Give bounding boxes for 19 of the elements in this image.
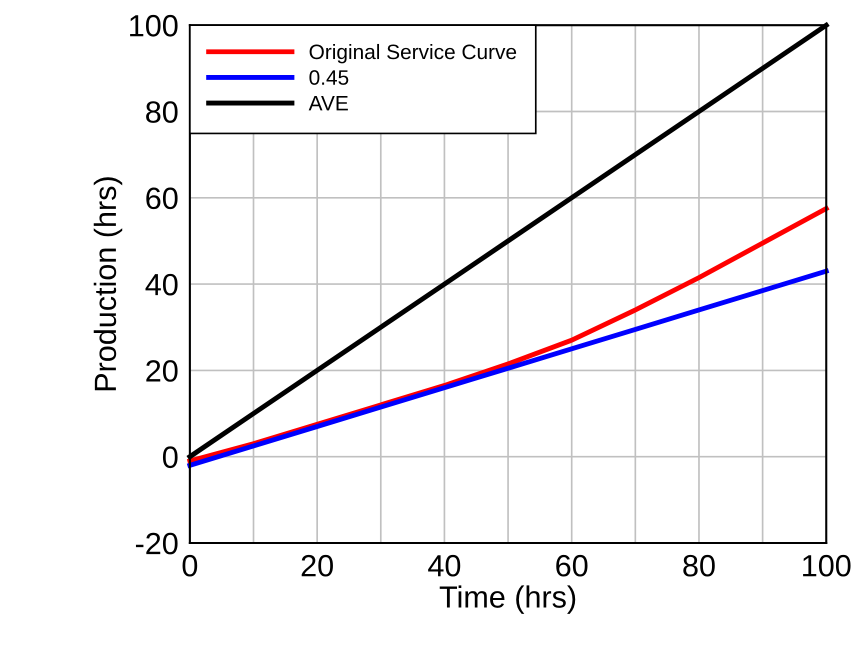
y-tick-label: -20 <box>136 532 178 554</box>
legend-label: Original Service Curve <box>310 44 516 64</box>
legend-label: 0.45 <box>309 70 348 85</box>
x-tick-label: 100 <box>803 554 851 577</box>
y-tick-label: 40 <box>145 274 178 296</box>
x-tick-label: 60 <box>556 554 588 577</box>
legend-label: AVE <box>308 96 348 110</box>
y-tick-label: 60 <box>146 188 178 210</box>
line-series <box>187 268 829 468</box>
x-tick-label: 80 <box>683 554 715 577</box>
x-tick-label: 20 <box>302 554 333 577</box>
x-tick-label: 0 <box>182 554 198 577</box>
y-axis-title: Production (hrs) <box>94 177 122 390</box>
y-tick-label: 20 <box>146 360 178 382</box>
y-tick-label: 80 <box>146 101 178 123</box>
y-tick-label: 0 <box>162 446 178 468</box>
x-tick-label: 40 <box>428 554 460 577</box>
y-tick-label: 100 <box>130 14 178 37</box>
x-axis-title: Time (hrs) <box>440 585 576 614</box>
